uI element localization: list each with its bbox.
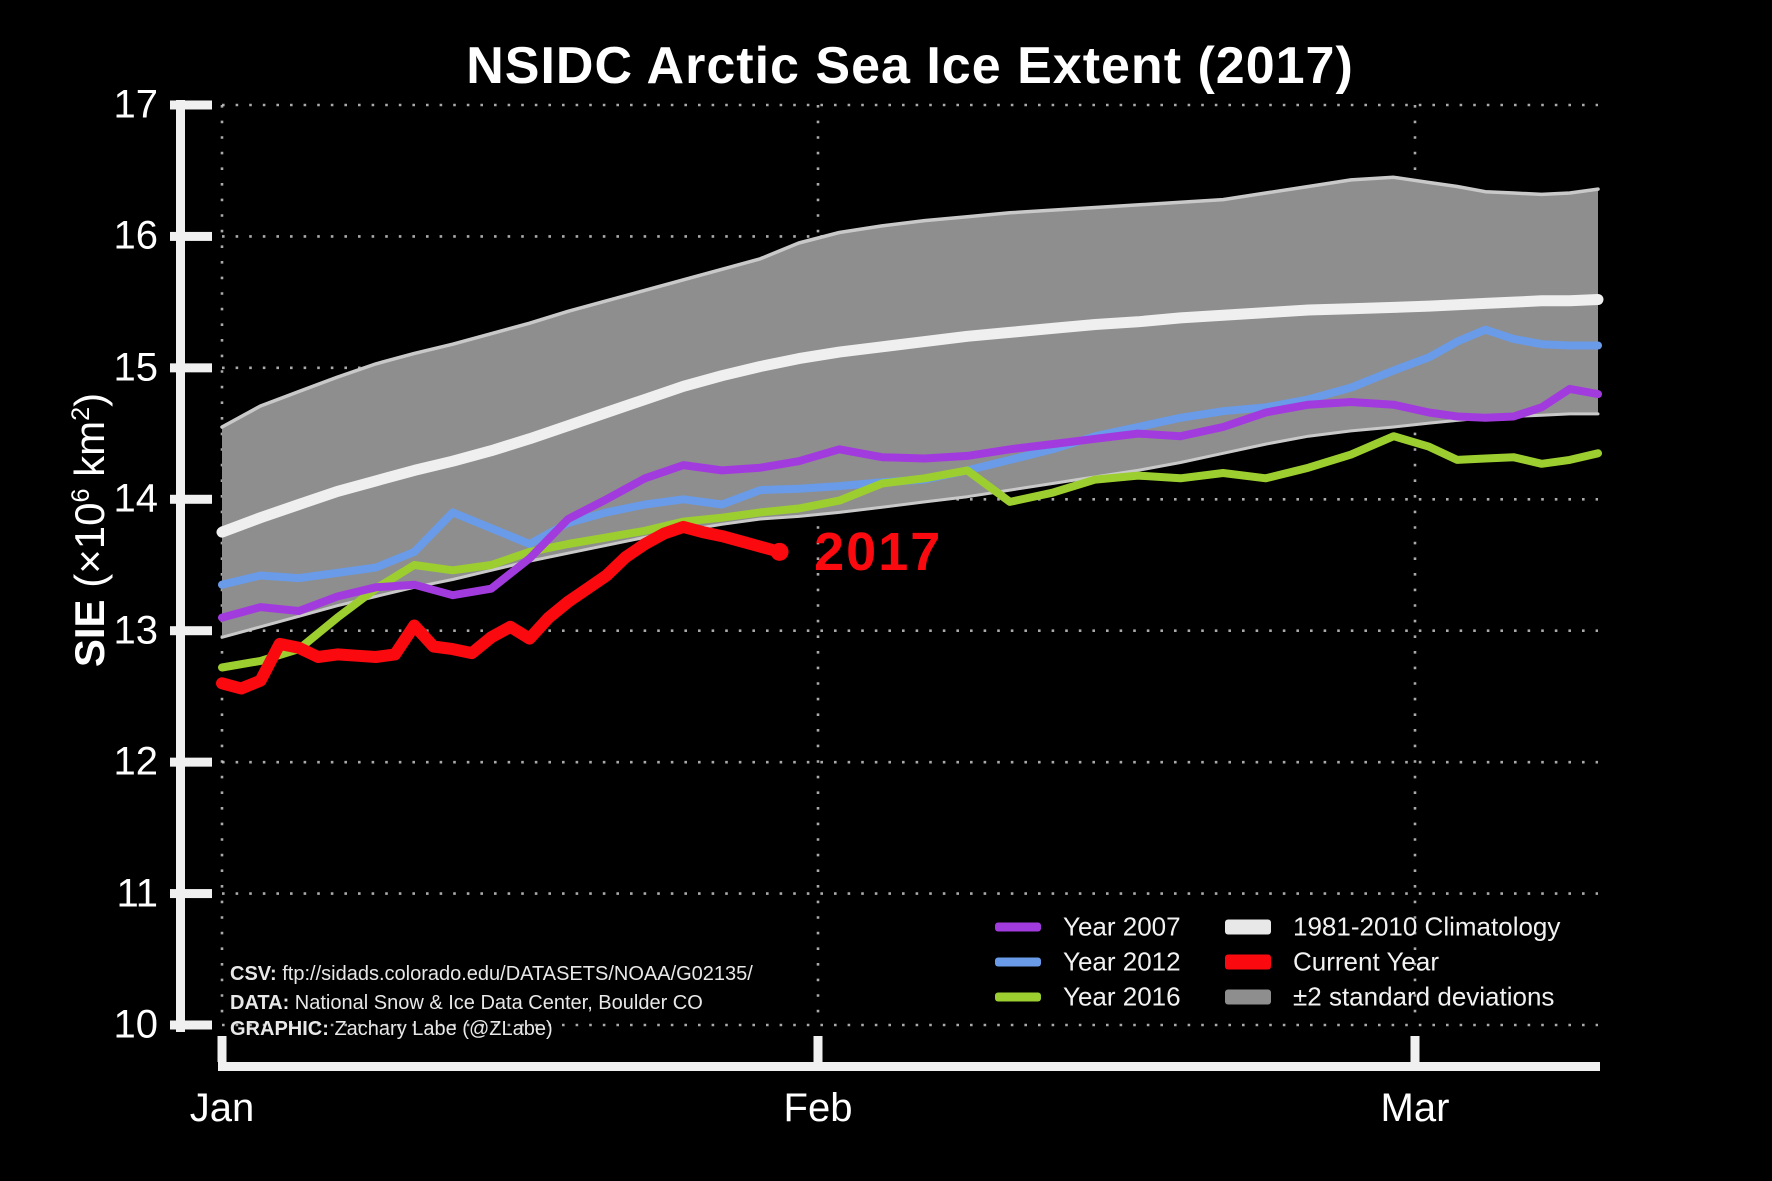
legend-label: Year 2012 [1063, 946, 1181, 977]
credit-prefix: CSV: [230, 963, 277, 985]
credit-text: Zachary Labe (@ZLabe) [328, 1018, 553, 1040]
current-year-annotation: 2017 [814, 521, 943, 582]
y-tick-label-12: 12 [113, 739, 159, 784]
series-line-current-year [216, 520, 786, 695]
y-axis-spine [176, 100, 185, 1032]
x-tick-Jan [217, 1036, 227, 1062]
y-tick-10 [170, 1020, 212, 1030]
x-tick-Feb [813, 1036, 823, 1062]
credit-line-graphic: GRAPHIC: Zachary Labe (@ZLabe) [230, 1018, 553, 1041]
credit-text: National Snow & Ice Data Center, Boulder… [289, 992, 703, 1014]
credit-line-csv: CSV: ftp://sidads.colorado.edu/DATASETS/… [230, 963, 753, 986]
legend-item-year-2012: Year 2012 [995, 947, 1181, 978]
legend-swatch-icon [995, 992, 1041, 1002]
series-line-1981-2010-climatology [216, 294, 1604, 538]
legend-swatch-icon [1225, 989, 1271, 1005]
y-tick-12 [170, 757, 212, 767]
legend-item-current-year: Current Year [1225, 947, 1439, 978]
series-line-year-2007 [218, 384, 1602, 622]
legend-label: Current Year [1293, 946, 1439, 977]
chart-title: NSIDC Arctic Sea Ice Extent (2017) [466, 37, 1354, 95]
y-tick-17 [170, 100, 212, 110]
y-tick-14 [170, 494, 212, 504]
current-year-endpoint-dot [770, 542, 789, 561]
y-tick-label-16: 16 [113, 213, 159, 258]
legend-item-1981-2010-climatology: 1981-2010 Climatology [1225, 912, 1560, 943]
series-line-year-2016 [218, 432, 1602, 672]
std-dev-band-upper-edge [220, 175, 1600, 429]
y-tick-label-17: 17 [113, 82, 159, 127]
y-tick-15 [170, 363, 212, 373]
legend-item--2-standard-deviations: ±2 standard deviations [1225, 982, 1554, 1013]
std-dev-band-lower-edge [220, 412, 1600, 639]
y-tick-label-10: 10 [113, 1002, 159, 1047]
credit-prefix: GRAPHIC: [230, 1018, 329, 1040]
x-tick-Mar [1410, 1036, 1420, 1062]
x-tick-label-feb: Feb [783, 1086, 853, 1130]
legend-swatch-icon [1225, 919, 1271, 935]
credit-line-data: DATA: National Snow & Ice Data Center, B… [230, 992, 703, 1015]
legend-label: Year 2007 [1063, 911, 1181, 942]
legend-item-year-2016: Year 2016 [995, 982, 1181, 1013]
credit-text: ftp://sidads.colorado.edu/DATASETS/NOAA/… [276, 963, 753, 985]
legend-label: ±2 standard deviations [1293, 981, 1555, 1012]
legend-swatch-icon [1225, 954, 1271, 970]
x-axis-spine [218, 1062, 1600, 1071]
y-tick-label-15: 15 [113, 345, 159, 390]
legend-swatch-icon [995, 922, 1041, 932]
x-tick-label-mar: Mar [1380, 1086, 1450, 1130]
legend-label: Year 2016 [1063, 981, 1181, 1012]
y-tick-label-11: 11 [116, 871, 158, 916]
credit-prefix: DATA: [230, 992, 290, 1014]
y-tick-label-14: 14 [113, 476, 159, 521]
legend-label: 1981-2010 Climatology [1293, 911, 1561, 942]
legend-item-year-2007: Year 2007 [995, 912, 1181, 943]
y-tick-13 [170, 626, 212, 636]
y-tick-16 [170, 231, 212, 241]
x-tick-label-jan: Jan [189, 1086, 255, 1130]
legend-swatch-icon [995, 957, 1041, 967]
y-tick-label-13: 13 [113, 608, 159, 653]
y-tick-11 [170, 889, 212, 899]
